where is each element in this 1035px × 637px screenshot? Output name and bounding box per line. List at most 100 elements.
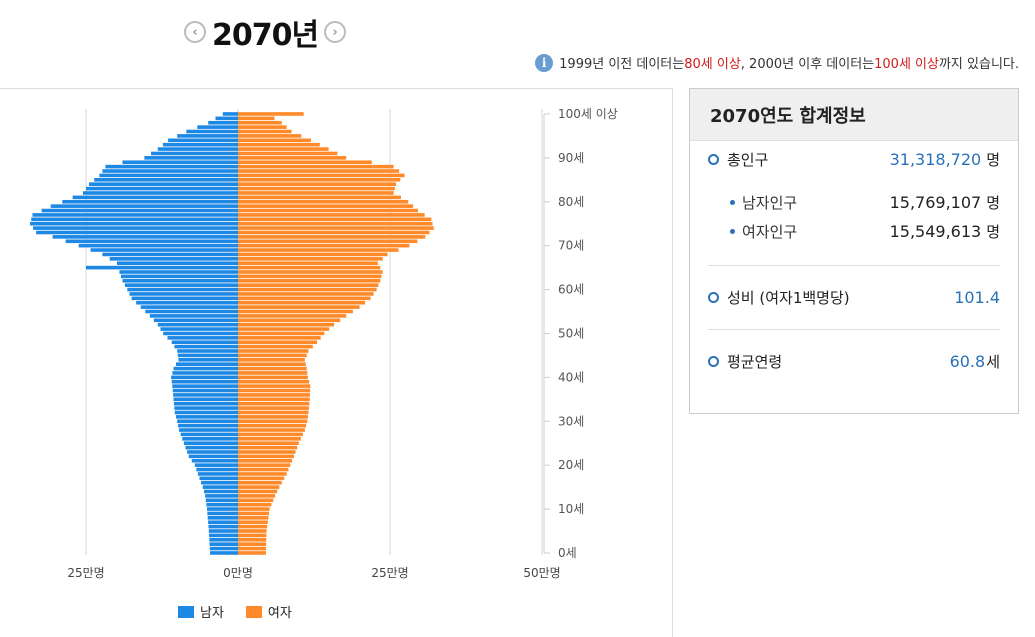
bar-female[interactable] <box>238 239 418 244</box>
bar-male[interactable] <box>99 173 238 178</box>
bar-female[interactable] <box>238 432 303 437</box>
bar-male[interactable] <box>215 116 238 121</box>
bar-male[interactable] <box>174 410 238 415</box>
bar-female[interactable] <box>238 265 381 270</box>
bar-female[interactable] <box>238 445 298 450</box>
bar-female[interactable] <box>238 542 267 546</box>
bar-female[interactable] <box>238 428 305 432</box>
bar-male[interactable] <box>188 454 238 459</box>
bar-male[interactable] <box>183 441 238 446</box>
bar-male[interactable] <box>187 450 238 454</box>
bar-male[interactable] <box>41 208 239 213</box>
bar-female[interactable] <box>238 300 366 305</box>
bar-male[interactable] <box>50 204 239 208</box>
bar-male[interactable] <box>171 340 238 345</box>
bar-male[interactable] <box>153 318 238 323</box>
bar-female[interactable] <box>238 226 434 230</box>
bar-female[interactable] <box>238 498 274 503</box>
bar-male[interactable] <box>33 226 238 230</box>
legend-female[interactable]: 여자 <box>245 602 292 621</box>
bar-female[interactable] <box>238 112 304 116</box>
bar-female[interactable] <box>238 204 414 208</box>
bar-male[interactable] <box>179 428 238 432</box>
bar-female[interactable] <box>238 213 425 217</box>
bar-female[interactable] <box>238 467 289 472</box>
bar-female[interactable] <box>238 125 287 129</box>
bar-female[interactable] <box>238 314 347 318</box>
bar-male[interactable] <box>206 502 238 507</box>
bar-male[interactable] <box>177 134 238 138</box>
bar-female[interactable] <box>238 340 318 345</box>
bar-female[interactable] <box>238 450 296 454</box>
bar-male[interactable] <box>172 371 238 375</box>
bar-male[interactable] <box>209 537 238 542</box>
bar-male[interactable] <box>36 230 239 235</box>
bar-female[interactable] <box>238 379 310 384</box>
bar-female[interactable] <box>238 371 308 375</box>
bar-female[interactable] <box>238 309 353 314</box>
bar-female[interactable] <box>238 116 275 121</box>
bar-male[interactable] <box>105 164 239 169</box>
bar-male[interactable] <box>173 366 238 371</box>
bar-male[interactable] <box>177 419 238 424</box>
bar-male[interactable] <box>172 388 238 393</box>
bar-female[interactable] <box>238 524 268 529</box>
bar-female[interactable] <box>238 516 269 520</box>
bar-female[interactable] <box>238 292 374 296</box>
bar-female[interactable] <box>238 419 308 424</box>
bar-female[interactable] <box>238 305 360 309</box>
bar-female[interactable] <box>238 494 276 498</box>
bar-male[interactable] <box>120 274 238 279</box>
bar-male[interactable] <box>207 516 238 520</box>
bar-female[interactable] <box>238 397 310 402</box>
bar-female[interactable] <box>238 406 309 410</box>
bar-female[interactable] <box>238 472 287 476</box>
bar-female[interactable] <box>238 410 309 415</box>
bar-male[interactable] <box>65 239 239 244</box>
bar-male[interactable] <box>109 257 238 261</box>
bar-female[interactable] <box>238 388 311 393</box>
bar-female[interactable] <box>238 384 311 388</box>
bar-male[interactable] <box>171 375 238 380</box>
bar-female[interactable] <box>238 507 270 511</box>
bar-male[interactable] <box>209 546 238 551</box>
bar-male[interactable] <box>194 463 238 467</box>
bar-male[interactable] <box>177 353 238 358</box>
bar-male[interactable] <box>168 138 238 143</box>
bar-male[interactable] <box>173 397 238 402</box>
bar-male[interactable] <box>209 533 238 538</box>
bar-male[interactable] <box>208 520 238 525</box>
bar-female[interactable] <box>238 221 433 226</box>
bar-female[interactable] <box>238 537 267 542</box>
bar-male[interactable] <box>127 287 238 292</box>
bar-female[interactable] <box>238 502 272 507</box>
chevron-left-icon[interactable]: ‹ <box>184 21 206 43</box>
bar-male[interactable] <box>197 125 238 129</box>
bar-male[interactable] <box>136 300 238 305</box>
bar-female[interactable] <box>238 278 381 283</box>
bar-male[interactable] <box>203 489 238 494</box>
bar-male[interactable] <box>175 415 238 419</box>
bar-male[interactable] <box>145 309 238 314</box>
bar-male[interactable] <box>177 349 238 353</box>
bar-female[interactable] <box>238 160 372 165</box>
bar-female[interactable] <box>238 463 291 467</box>
bar-male[interactable] <box>197 472 238 476</box>
bar-female[interactable] <box>238 353 307 358</box>
bar-female[interactable] <box>238 173 405 178</box>
bar-female[interactable] <box>238 156 347 160</box>
bar-male[interactable] <box>167 336 238 340</box>
bar-male[interactable] <box>102 252 238 257</box>
bar-male[interactable] <box>62 199 239 204</box>
bar-male[interactable] <box>82 191 239 195</box>
bar-male[interactable] <box>175 362 238 366</box>
bar-female[interactable] <box>238 191 394 195</box>
bar-female[interactable] <box>238 441 299 446</box>
bar-male[interactable] <box>30 221 239 226</box>
bar-male[interactable] <box>210 551 238 555</box>
bar-female[interactable] <box>238 375 308 380</box>
bar-female[interactable] <box>238 476 285 481</box>
bar-female[interactable] <box>238 393 310 397</box>
bar-male[interactable] <box>205 494 238 498</box>
bar-male[interactable] <box>222 112 238 116</box>
